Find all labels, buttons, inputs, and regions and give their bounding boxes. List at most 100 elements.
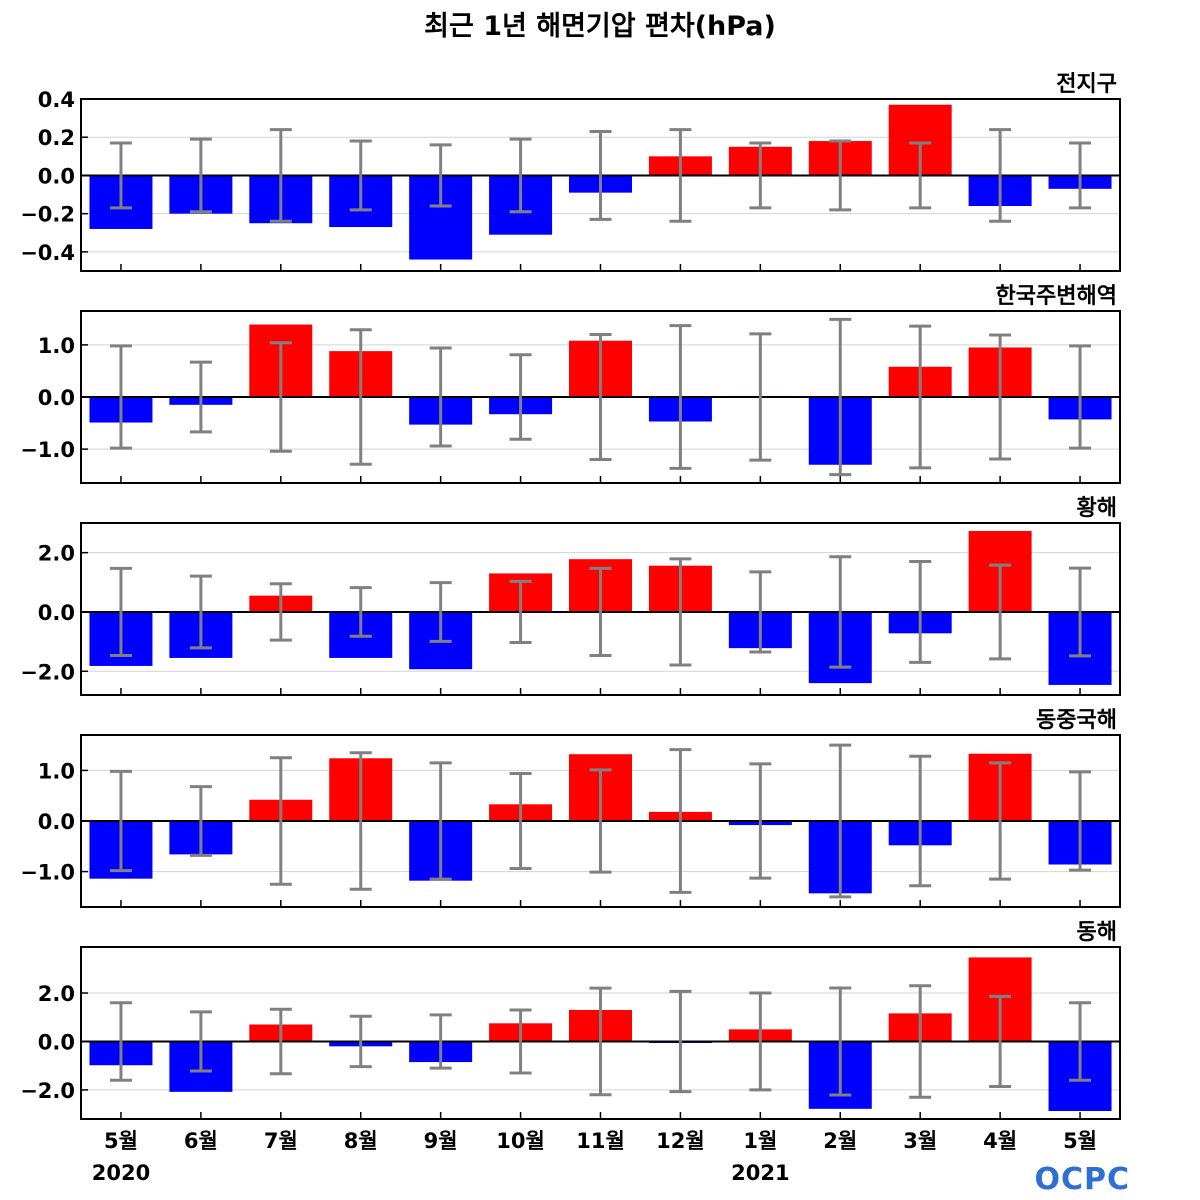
error-bar — [1069, 770, 1092, 872]
y-tick-label: 0.0 — [38, 601, 75, 625]
error-bar — [429, 346, 452, 448]
y-tick-label: −1.0 — [20, 438, 75, 462]
error-bar — [989, 563, 1012, 661]
x-tick-label: 2월 — [823, 1129, 857, 1153]
panel-title: 한국주변해역 — [996, 284, 1117, 309]
x-tick-label: 5월 — [104, 1129, 138, 1153]
error-bar — [829, 317, 852, 477]
error-bar — [1069, 566, 1092, 658]
error-bar — [909, 754, 932, 888]
panel-title: 동해 — [1077, 920, 1117, 945]
error-bar — [589, 332, 612, 462]
panel-2: 1.0 0.0 −1.0 한국주변해역 — [20, 284, 1121, 484]
x-tick-label: 9월 — [424, 1129, 458, 1153]
error-bar — [669, 748, 692, 894]
y-tick-label: 0.4 — [38, 88, 75, 112]
x-tick-label: 4월 — [983, 1129, 1017, 1153]
error-bar — [989, 128, 1012, 223]
error-bar — [749, 332, 772, 462]
y-tick-label: 0.0 — [38, 1030, 75, 1054]
error-bar — [749, 141, 772, 210]
error-bar — [989, 994, 1012, 1089]
panels: 0.4 0.2 0.0 −0.2 −0.4 전지구 1.0 0.0 −1.0 한국주변해역 2.0 0… — [20, 72, 1121, 1120]
error-bar — [829, 986, 852, 1097]
panel-title: 황해 — [1077, 496, 1117, 521]
error-bar — [109, 1001, 132, 1082]
error-bar — [189, 574, 212, 650]
error-bar — [1069, 1001, 1092, 1082]
error-bar — [669, 557, 692, 667]
error-bar — [269, 128, 292, 223]
error-bar — [909, 560, 932, 664]
y-tick-label: 0.0 — [38, 810, 75, 834]
error-bar — [1069, 344, 1092, 450]
error-bar — [189, 137, 212, 214]
error-bar — [109, 141, 132, 210]
y-tick-label: 0.0 — [38, 164, 75, 188]
x-tick-label: 7월 — [264, 1129, 298, 1153]
error-bar — [909, 324, 932, 470]
error-bar — [989, 761, 1012, 881]
error-bar — [189, 1010, 212, 1073]
y-tick-label: 1.0 — [38, 759, 75, 783]
y-tick-label: 2.0 — [38, 982, 75, 1006]
error-bar — [429, 761, 452, 881]
error-bar — [269, 1007, 292, 1076]
error-bar — [269, 341, 292, 453]
x-tick-label: 12월 — [656, 1129, 705, 1153]
error-bar — [349, 1014, 372, 1069]
x-tick-label: 3월 — [903, 1129, 937, 1153]
y-tick-label: −0.2 — [20, 203, 75, 227]
error-bar — [509, 771, 532, 871]
error-bar — [349, 139, 372, 212]
error-bar — [589, 129, 612, 221]
panel-5: 2.0 0.0 −2.0 동해 — [20, 920, 1121, 1120]
error-bar — [669, 128, 692, 223]
error-bar — [669, 989, 692, 1094]
year-label: 2020 — [92, 1161, 150, 1185]
error-bar — [109, 344, 132, 450]
error-bar — [909, 141, 932, 210]
error-bar — [589, 566, 612, 658]
year-label: 2021 — [731, 1161, 789, 1185]
y-tick-label: −1.0 — [20, 861, 75, 885]
error-bar — [189, 360, 212, 434]
y-tick-label: −2.0 — [20, 660, 75, 684]
y-tick-label: 1.0 — [38, 334, 75, 358]
error-bar — [349, 751, 372, 891]
x-tick-label: 8월 — [344, 1129, 378, 1153]
error-bar — [189, 785, 212, 857]
x-tick-label: 6월 — [184, 1129, 218, 1153]
error-bar — [669, 324, 692, 470]
panel-1: 0.4 0.2 0.0 −0.2 −0.4 전지구 — [20, 72, 1121, 272]
error-bar — [829, 139, 852, 212]
error-bar — [589, 986, 612, 1097]
chart-title: 최근 1년 해면기압 편차(hPa) — [424, 11, 776, 42]
panel-3: 2.0 0.0 −2.0 황해 — [20, 496, 1121, 696]
error-bar — [909, 984, 932, 1099]
y-tick-label: 2.0 — [38, 542, 75, 566]
panel-title: 동중국해 — [1036, 708, 1117, 733]
error-bar — [749, 570, 772, 654]
error-bar — [589, 768, 612, 874]
error-bar — [829, 555, 852, 669]
error-bar — [509, 1008, 532, 1075]
error-bar — [109, 769, 132, 873]
x-tick-label: 11월 — [576, 1129, 625, 1153]
ocpc-logo-text: OCPC — [1034, 1162, 1130, 1197]
error-bar — [429, 1013, 452, 1070]
x-axis-labels: 5월 6월 7월 8월 9월 10월 11월 12월 1월 2월 3월 4월 5월 2020 2021 — [92, 1129, 1097, 1185]
y-tick-label: −2.0 — [20, 1079, 75, 1103]
error-bar — [749, 991, 772, 1092]
panel-title: 전지구 — [1056, 72, 1117, 97]
y-tick-label: 0.0 — [38, 386, 75, 410]
panel-4: 1.0 0.0 −1.0 동중국해 — [20, 708, 1121, 908]
error-bar — [509, 353, 532, 441]
error-bar — [749, 762, 772, 880]
x-tick-label: 5월 — [1063, 1129, 1097, 1153]
y-tick-label: −0.4 — [20, 241, 75, 265]
y-tick-label: 0.2 — [38, 126, 75, 150]
error-bar — [349, 328, 372, 466]
x-tick-label: 10월 — [496, 1129, 545, 1153]
